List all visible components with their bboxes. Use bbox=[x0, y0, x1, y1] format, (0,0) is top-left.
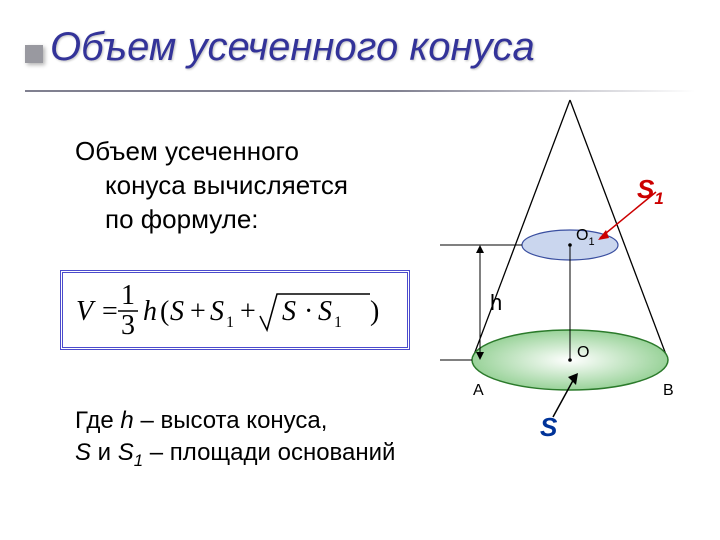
formula-Sb: S bbox=[318, 296, 332, 327]
intro-line1: Объем усеченного bbox=[75, 135, 415, 169]
formula-box: V = 1 3 h ( S + S 1 + S · S 1 ) bbox=[60, 270, 410, 350]
legend-h: h bbox=[120, 407, 133, 434]
intro-text: Объем усеченного конуса вычисляется по ф… bbox=[75, 135, 415, 236]
center-O bbox=[568, 358, 572, 362]
formula-rp: ) bbox=[370, 296, 379, 327]
title-underline bbox=[25, 90, 695, 92]
intro-line3: по формуле: bbox=[75, 203, 415, 237]
center-O1 bbox=[568, 243, 572, 247]
formula-plus2: + bbox=[240, 296, 256, 327]
cone-diagram: h O1 O A B bbox=[430, 95, 710, 455]
formula-dot: · bbox=[304, 296, 313, 327]
formula-Sa: S bbox=[282, 296, 296, 327]
S1-text: S bbox=[637, 174, 654, 204]
formula-den: 3 bbox=[121, 310, 135, 340]
S-label: S bbox=[540, 412, 557, 443]
cone-left-edge bbox=[472, 100, 570, 360]
formula-S1s: 1 bbox=[226, 314, 234, 331]
formula-num: 1 bbox=[121, 280, 135, 311]
title-bullet bbox=[25, 45, 43, 63]
S-text: S bbox=[540, 412, 557, 442]
formula-sqrt bbox=[260, 294, 370, 330]
legend-pre: Где bbox=[75, 407, 120, 434]
formula-V: V bbox=[76, 296, 96, 327]
formula-lp: ( bbox=[160, 296, 169, 327]
formula-S: S bbox=[170, 296, 184, 327]
A-label: A bbox=[473, 382, 484, 399]
S1-sub: 1 bbox=[654, 189, 663, 208]
title-text: Объем усеченного конуса bbox=[50, 25, 535, 69]
formula-S1b: S bbox=[210, 296, 224, 327]
formula-Sbs: 1 bbox=[334, 314, 342, 331]
title: Объем усеченного конуса bbox=[50, 25, 535, 70]
legend-post2: – площади оснований bbox=[143, 439, 395, 466]
legend-post1: – высота конуса, bbox=[134, 407, 328, 434]
formula-plus1: + bbox=[190, 296, 206, 327]
formula: V = 1 3 h ( S + S 1 + S · S 1 ) bbox=[70, 280, 400, 340]
intro-line2: конуса вычисляется bbox=[75, 169, 415, 203]
B-label: B bbox=[663, 382, 674, 399]
legend-and: и bbox=[91, 439, 118, 466]
S1-label: S1 bbox=[637, 174, 664, 209]
legend-S1b: S bbox=[118, 439, 134, 466]
legend-line2: S и S1 – площади оснований bbox=[75, 437, 395, 472]
legend-S: S bbox=[75, 439, 91, 466]
legend: Где h – высота конуса, S и S1 – площади … bbox=[75, 405, 395, 473]
O-label: O bbox=[577, 344, 589, 361]
h-label: h bbox=[490, 290, 502, 315]
h-arrow-top bbox=[476, 245, 484, 253]
legend-line1: Где h – высота конуса, bbox=[75, 405, 395, 437]
formula-eq: = bbox=[102, 296, 118, 327]
legend-S1s: 1 bbox=[134, 451, 143, 470]
formula-h: h bbox=[143, 296, 157, 327]
